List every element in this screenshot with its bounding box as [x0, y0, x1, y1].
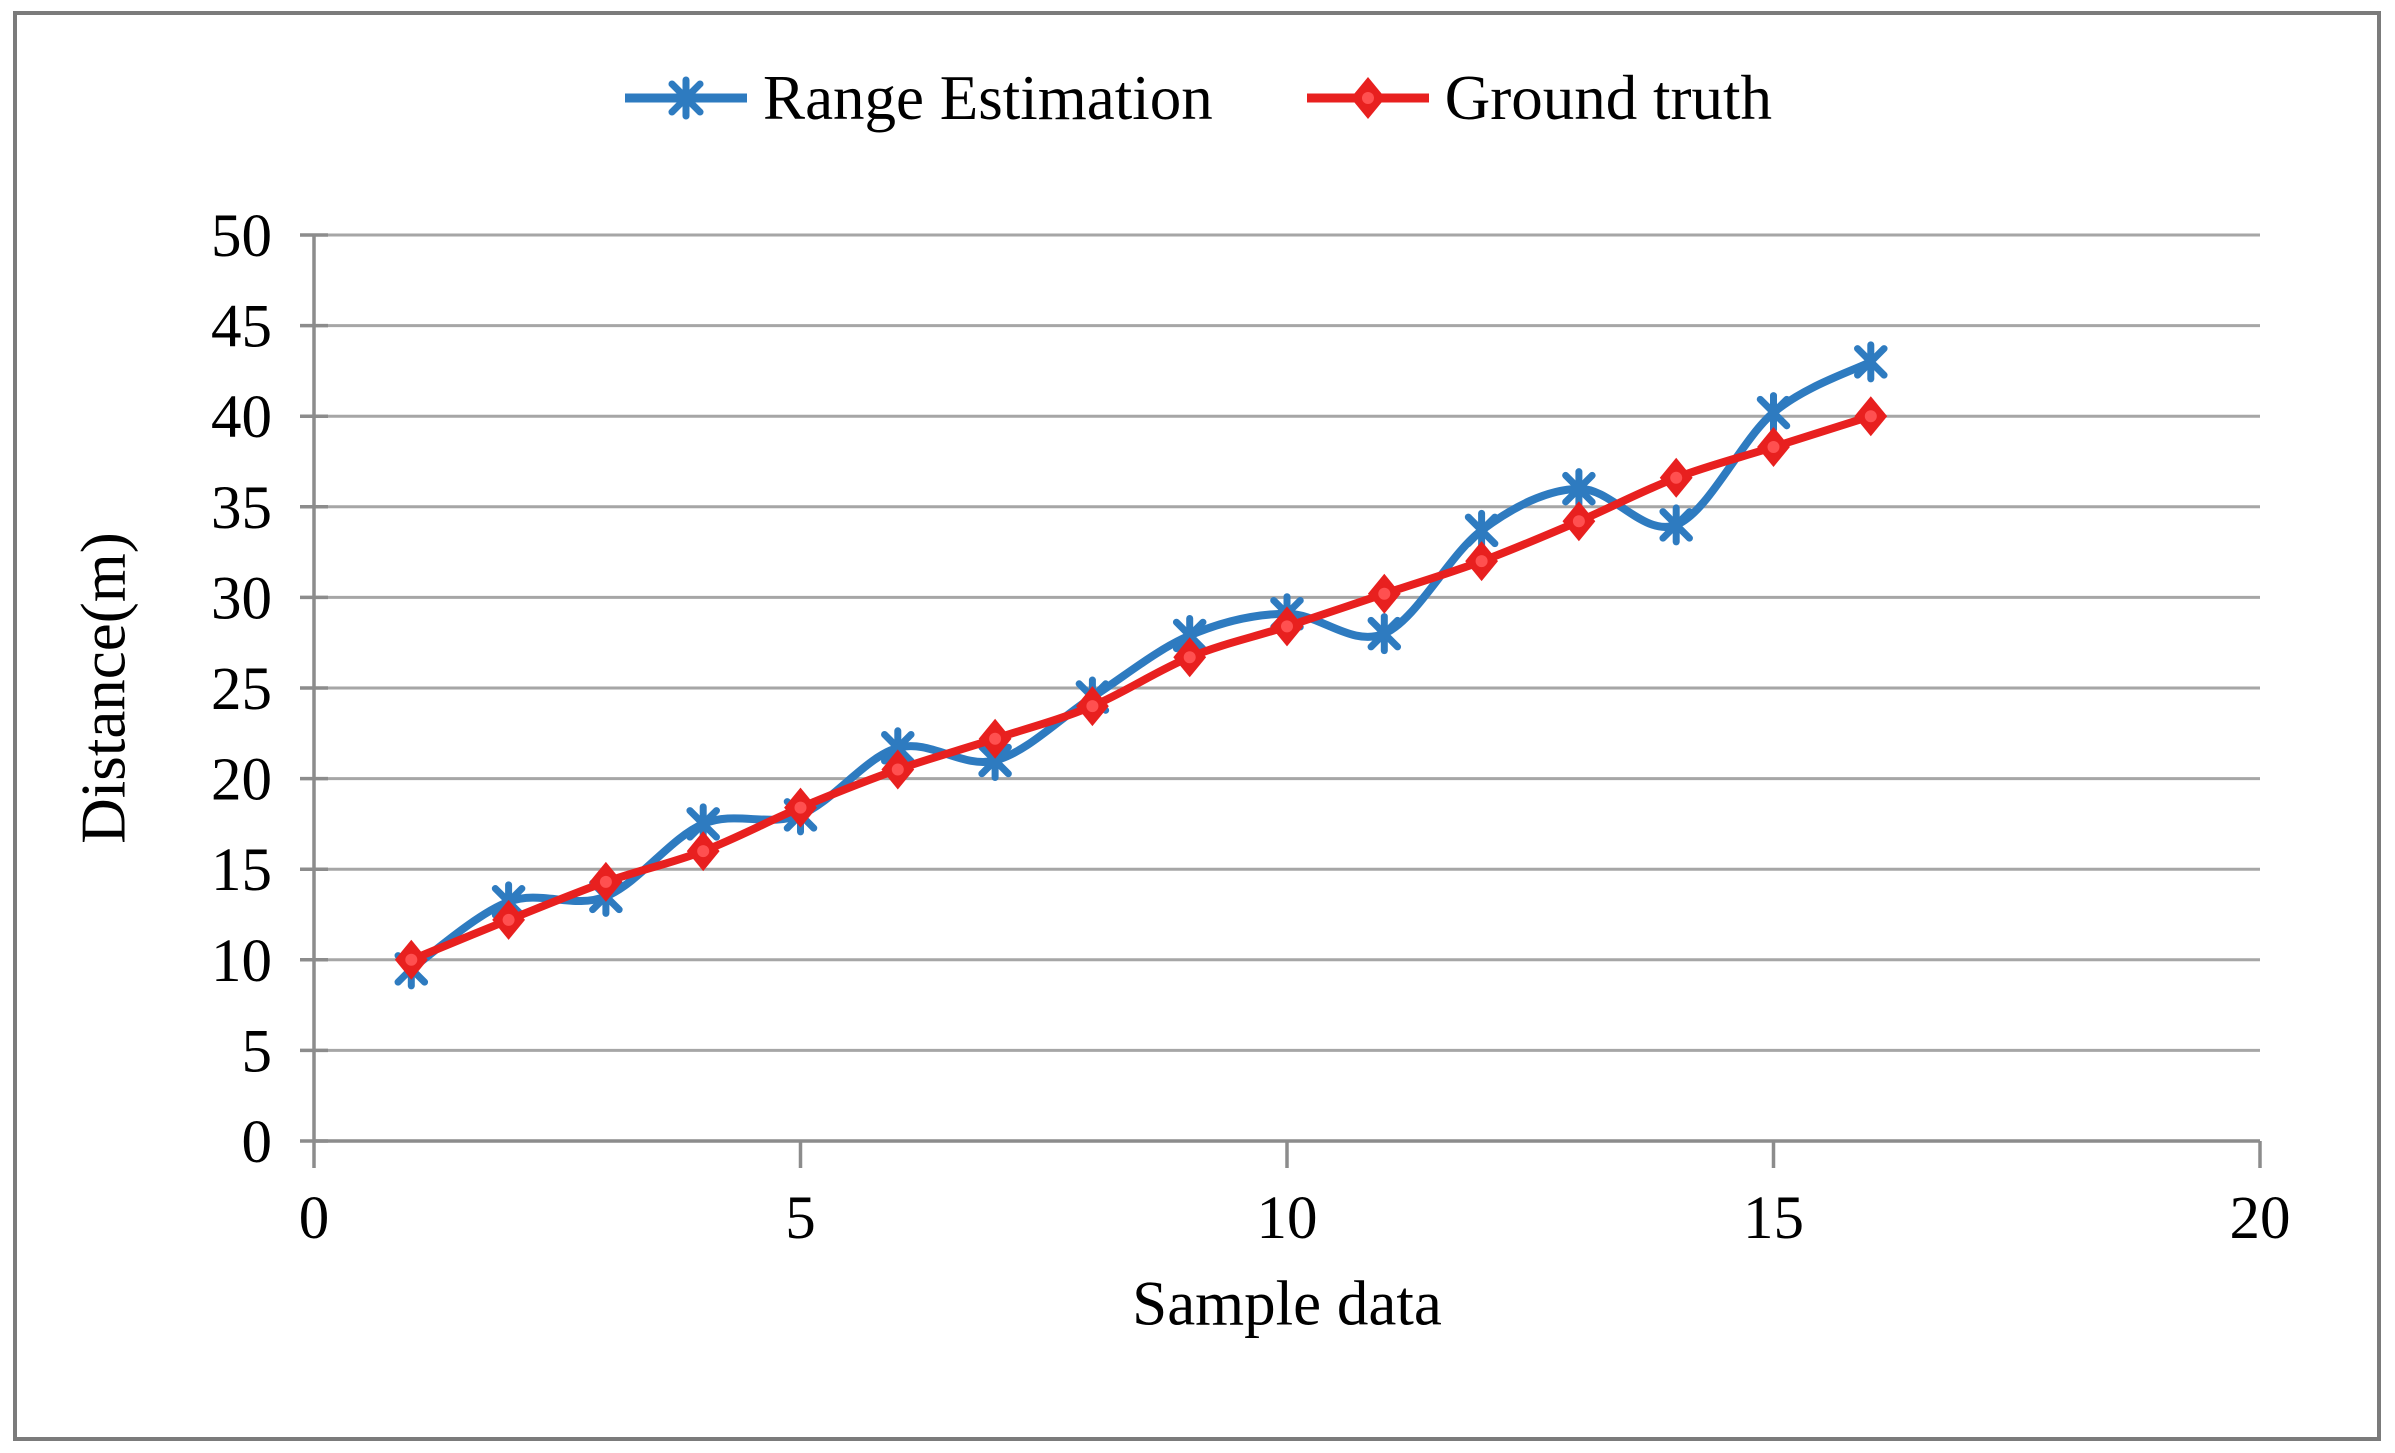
diamond-marker-icon: [1854, 396, 1888, 437]
diamond-marker-icon: [394, 939, 428, 980]
y-tick-label: 50: [211, 203, 272, 270]
diamond-marker-icon: [1562, 501, 1596, 542]
asterisk-marker-icon: [1854, 341, 1888, 383]
asterisk-marker-icon: [1367, 613, 1402, 655]
legend-label-range-estimation: Range Estimation: [763, 63, 1213, 133]
x-axis-title: Sample data: [1132, 1268, 1442, 1339]
asterisk-marker-icon: [1756, 392, 1791, 434]
y-tick-label: 5: [242, 1018, 273, 1085]
y-tick-label: 20: [211, 747, 272, 814]
x-tick-label: 10: [1257, 1185, 1318, 1252]
diamond-marker-icon: [1306, 77, 1429, 119]
y-tick-label: 0: [242, 1109, 273, 1176]
diamond-marker-icon: [1076, 686, 1109, 727]
legend-label-ground-truth: Ground truth: [1444, 63, 1772, 133]
legend-item-ground-truth: Ground truth: [1305, 62, 1772, 134]
diamond-marker-icon: [686, 831, 720, 872]
y-tick-label: 45: [211, 294, 272, 361]
asterisk-marker-icon: [1562, 468, 1596, 510]
y-tick-label: 15: [211, 837, 272, 904]
y-tick-label: 30: [211, 565, 272, 632]
diamond-marker-icon: [784, 787, 817, 828]
x-tick-label: 20: [2230, 1185, 2291, 1252]
diamond-marker-icon: [1270, 606, 1304, 647]
x-tick-label: 5: [785, 1185, 816, 1252]
y-tick-label: 10: [211, 928, 272, 995]
series-range-estimation: [394, 341, 1888, 990]
x-tick-label: 15: [1743, 1185, 1804, 1252]
diamond-marker-icon: [492, 899, 525, 940]
y-axis-title: Distance(m): [68, 532, 139, 844]
asterisk-marker-icon: [668, 76, 704, 120]
diamond-marker-icon: [589, 861, 623, 902]
series-ground-truth: [394, 396, 1888, 980]
diamond-marker-icon: [881, 749, 915, 790]
y-tick-label: 25: [211, 656, 272, 723]
y-tick-label: 40: [211, 384, 272, 451]
diamond-marker-icon: [1173, 637, 1207, 678]
x-tick-label: 0: [299, 1185, 330, 1252]
legend-item-range-estimation: Range Estimation: [623, 62, 1213, 134]
diamond-marker-icon: [1659, 457, 1693, 498]
diamond-marker-icon: [1350, 77, 1385, 119]
legend: Range Estimation Ground truth: [0, 62, 2395, 134]
asterisk-marker-icon: [1659, 504, 1693, 546]
diamond-marker-icon: [1367, 573, 1401, 614]
y-tick-label: 35: [211, 475, 272, 542]
diamond-marker-icon: [1757, 427, 1790, 468]
diamond-marker-icon: [1465, 541, 1498, 582]
asterisk-marker-icon: [625, 76, 748, 120]
diamond-marker-icon: [978, 718, 1012, 759]
